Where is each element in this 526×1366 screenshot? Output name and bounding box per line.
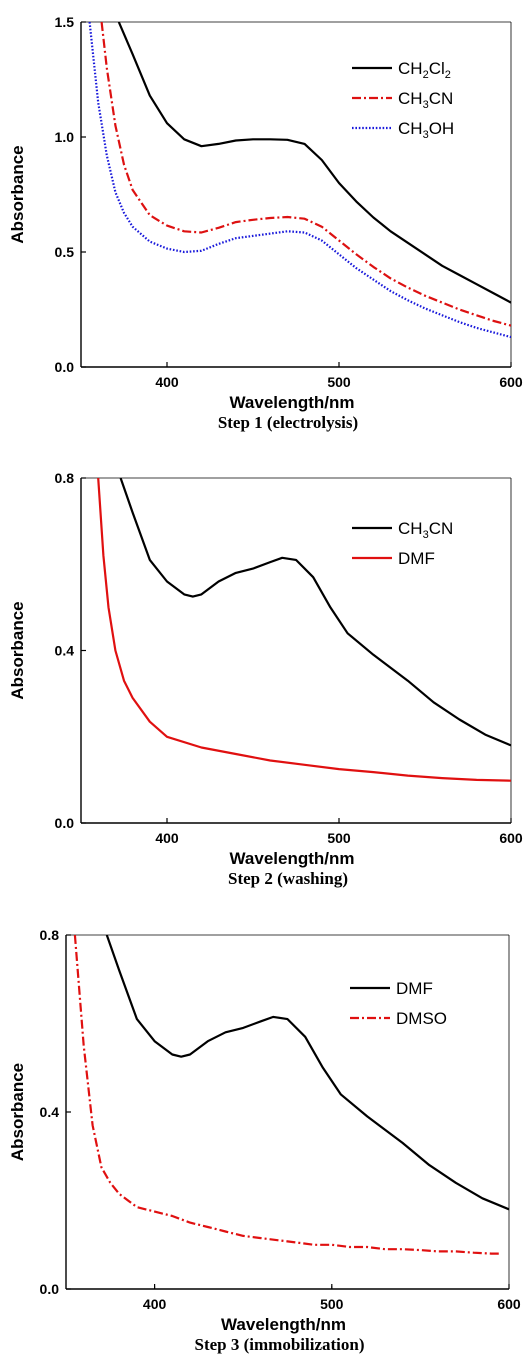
- chart-1-legend-label-ch3cn: CH3CN: [398, 89, 453, 111]
- chart-3-x-axis-label: Wavelength/nm: [221, 1315, 346, 1334]
- chart-1-y-tick-label: 1.0: [55, 129, 75, 145]
- chart-3-x-tick-label: 500: [320, 1296, 344, 1312]
- chart-1-legend-label-ch3oh: CH3OH: [398, 119, 454, 141]
- chart-3-y-tick-label: 0.0: [40, 1281, 60, 1297]
- chart-1-series-line-ch3cn: [100, 22, 511, 327]
- chart-2: 400 500 600 0.0 0.4 0.8 Wavelength/nm Absorbanc…: [8, 470, 523, 888]
- chart-1-y-tick-label: 0.5: [55, 244, 75, 260]
- chart-1-caption: Step 1 (electrolysis): [218, 413, 358, 432]
- chart-2-legend-label-ch3cn: CH3CN: [398, 519, 453, 541]
- chart-3-series-line-dmf: [105, 935, 509, 1211]
- chart-3-y-tick-label: 0.4: [40, 1104, 60, 1120]
- chart-1-legend-label-ch2cl2: CH2Cl2: [398, 59, 451, 81]
- chart-2-x-axis-label: Wavelength/nm: [230, 849, 355, 868]
- chart-2-caption: Step 2 (washing): [228, 869, 348, 888]
- chart-3-legend-label-dmso: DMSO: [396, 1009, 447, 1028]
- chart-3: 400 500 600 0.0 0.4 0.8 Wavelength/nm Absorbanc…: [8, 927, 521, 1354]
- chart-3-caption: Step 3 (immobilization): [195, 1335, 365, 1354]
- chart-1-y-axis-label: Absorbance: [8, 145, 27, 243]
- chart-2-legend-label-dmf: DMF: [398, 549, 435, 568]
- chart-1: 400 500 600 0.0 0.5 1.0 1.5 Wavelength/nm Absorb…: [8, 14, 523, 432]
- chart-1-series-line-ch2cl2: [117, 22, 511, 304]
- chart-2-x-tick-label: 500: [327, 830, 351, 846]
- chart-2-y-tick-label: 0.8: [55, 470, 75, 486]
- chart-2-y-tick-label: 0.4: [55, 643, 75, 659]
- chart-2-y-tick-label: 0.0: [55, 815, 75, 831]
- chart-3-y-axis-label: Absorbance: [8, 1063, 27, 1161]
- chart-2-x-tick-label: 400: [155, 830, 179, 846]
- chart-2-series-line-ch3cn: [119, 478, 511, 747]
- chart-1-x-axis-label: Wavelength/nm: [230, 393, 355, 412]
- chart-2-y-axis-label: Absorbance: [8, 601, 27, 699]
- chart-3-x-tick-label: 400: [143, 1296, 167, 1312]
- chart-1-y-tick-label: 1.5: [55, 14, 75, 30]
- chart-3-series-line-dmso: [73, 935, 501, 1255]
- chart-1-x-tick-label: 400: [155, 374, 179, 390]
- chart-3-legend-label-dmf: DMF: [396, 979, 433, 998]
- chart-1-y-tick-label: 0.0: [55, 359, 75, 375]
- chart-3-x-tick-label: 600: [497, 1296, 521, 1312]
- chart-2-x-tick-label: 600: [499, 830, 523, 846]
- chart-2-series-line-dmf: [97, 478, 511, 782]
- chart-1-x-tick-label: 600: [499, 374, 523, 390]
- chart-1-series-line-ch3oh: [88, 22, 511, 339]
- chart-1-x-tick-label: 500: [327, 374, 351, 390]
- chart-3-y-tick-label: 0.8: [40, 927, 60, 943]
